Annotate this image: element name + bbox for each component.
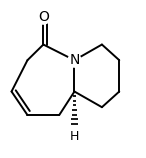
Text: O: O bbox=[38, 10, 49, 24]
Text: N: N bbox=[69, 53, 80, 67]
Text: H: H bbox=[70, 130, 79, 143]
